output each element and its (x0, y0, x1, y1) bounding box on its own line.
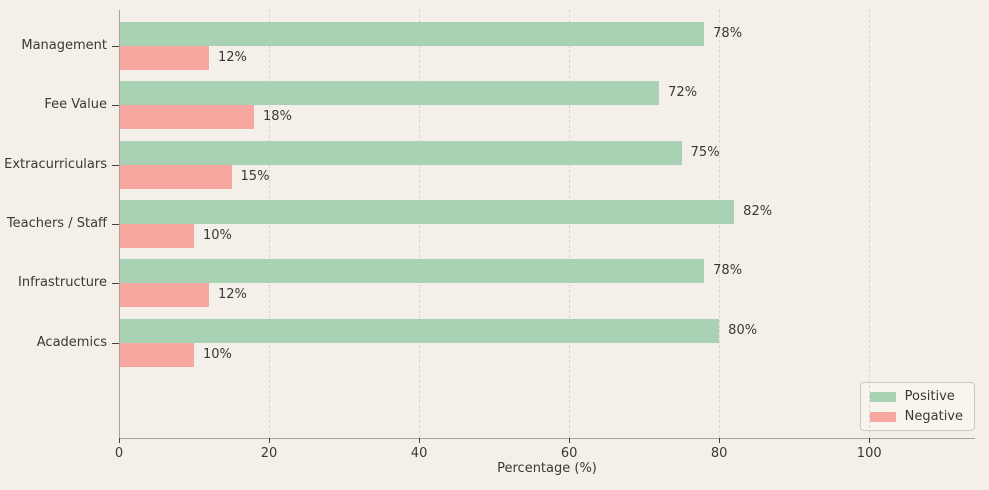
gridline (568, 10, 570, 438)
category-label: Teachers / Staff (6, 216, 107, 231)
gridline (718, 10, 720, 438)
positive-legend-swatch (869, 391, 896, 402)
positive-bar-5 (119, 318, 720, 343)
positive-bar-2 (119, 140, 682, 165)
x-tick-label: 0 (114, 446, 124, 461)
x-tick-mark (869, 438, 870, 443)
legend-label-negative: Negative (904, 409, 963, 424)
x-tick-label: 100 (856, 446, 882, 461)
x-tick-label: 40 (410, 446, 428, 461)
x-tick-label: 20 (260, 446, 278, 461)
negative-bar-0 (119, 45, 210, 70)
bar-value-label: 12% (218, 49, 247, 65)
x-tick-mark (569, 438, 570, 443)
positive-bar-1 (119, 81, 660, 106)
bar-value-label: 78% (713, 263, 743, 279)
negative-bar-5 (119, 342, 195, 367)
x-tick-label: 80 (710, 446, 728, 461)
category-label: Fee Value (44, 97, 107, 113)
gridline (418, 10, 420, 438)
negative-bar-2 (119, 164, 232, 189)
y-tick-mark (112, 105, 119, 106)
y-axis-spine (119, 10, 120, 438)
category-label: Management (21, 37, 107, 53)
y-tick-mark (112, 343, 119, 344)
x-axis-title: Percentage (%) (497, 461, 597, 476)
bar-value-label: 80% (728, 322, 758, 338)
negative-bar-3 (119, 224, 195, 248)
bar-value-label: 12% (218, 287, 247, 303)
category-label: Infrastructure (18, 275, 107, 291)
bar-value-label: 72% (668, 85, 698, 101)
legend: Positive Negative (859, 382, 975, 431)
x-axis-spine (119, 438, 975, 439)
negative-bar-4 (119, 283, 210, 308)
legend-item-positive: Positive (869, 389, 963, 404)
positive-bar-4 (119, 259, 705, 284)
y-tick-mark (112, 283, 119, 284)
x-tick-mark (419, 438, 420, 443)
legend-item-negative: Negative (869, 409, 963, 424)
category-label: Academics (36, 334, 107, 350)
bar-value-label: 10% (203, 228, 232, 243)
positive-bar-3 (119, 200, 735, 224)
y-tick-mark (112, 46, 119, 47)
y-tick-mark (112, 165, 119, 166)
bar-value-label: 15% (240, 168, 270, 184)
category-label: Extracurriculars (4, 156, 107, 172)
bar-value-label: 10% (203, 346, 232, 362)
x-tick-mark (719, 438, 720, 443)
x-tick-mark (119, 438, 120, 443)
bar-value-label: 82% (743, 204, 773, 219)
gridline (868, 10, 870, 438)
bar-value-label: 78% (713, 25, 743, 41)
legend-label-positive: Positive (904, 389, 955, 404)
negative-bar-1 (119, 105, 255, 130)
gridline (268, 10, 270, 438)
y-tick-mark (112, 224, 119, 225)
bar-value-label: 75% (690, 144, 720, 160)
bar-value-label: 18% (263, 109, 292, 125)
x-tick-mark (269, 438, 270, 443)
positive-bar-0 (119, 21, 705, 46)
x-tick-label: 60 (560, 446, 578, 461)
negative-legend-swatch (869, 411, 896, 422)
